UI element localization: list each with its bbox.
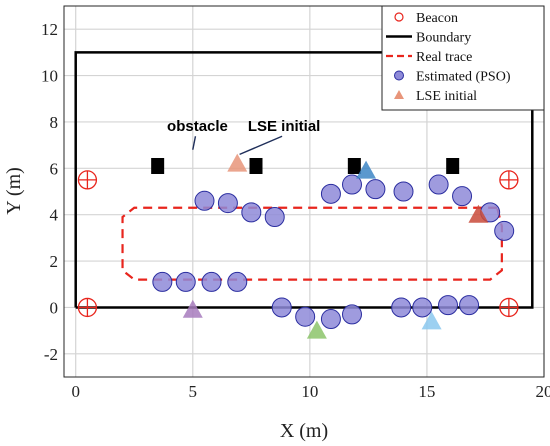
lse-initial-layer: [182, 153, 489, 339]
lse-initial-marker: [182, 299, 203, 318]
estimated-point: [342, 174, 362, 195]
x-axis-label: X (m): [280, 420, 328, 442]
estimated-point: [365, 179, 386, 200]
y-tick-label: 10: [41, 67, 58, 86]
estimated-point: [391, 297, 412, 318]
y-tick-label: 4: [50, 206, 59, 225]
legend-label: LSE initial: [416, 89, 477, 104]
lse-initial-marker: [227, 153, 248, 172]
y-tick-label: 12: [41, 20, 58, 39]
estimated-point: [264, 207, 285, 228]
estimated-point: [227, 271, 248, 292]
annotation-text: obstacle: [167, 118, 228, 135]
beacon-marker: [499, 170, 519, 190]
obstacle-marker: [446, 157, 460, 174]
legend-estimated-marker: [394, 70, 404, 81]
y-axis-label: Y (m): [3, 167, 25, 215]
y-tick-label: 6: [50, 159, 59, 178]
lse-initial-marker: [356, 160, 377, 179]
estimated-point: [459, 295, 480, 316]
estimated-point: [393, 181, 414, 202]
obstacle-marker: [151, 157, 165, 174]
beacon-marker: [77, 297, 98, 318]
estimated-point: [494, 220, 515, 241]
estimated-point: [320, 309, 341, 330]
estimated-point: [342, 304, 362, 325]
beacon-marker: [77, 170, 98, 190]
real-trace-line: [121, 206, 503, 281]
obstacle-layer: [151, 157, 460, 174]
estimated-point: [217, 193, 238, 214]
y-tick-labels: -2 0 2 4 6 8 10 12: [41, 20, 59, 364]
legend-label: Estimated (PSO): [416, 70, 511, 85]
legend-label: Beacon: [416, 11, 458, 26]
estimated-point: [175, 271, 196, 292]
obstacle-marker: [249, 157, 263, 174]
estimated-point: [152, 271, 173, 292]
lse-initial-marker: [468, 204, 489, 223]
y-tick-label: -2: [44, 345, 58, 364]
estimated-point: [438, 295, 458, 316]
lse-initial-marker: [421, 311, 442, 330]
real-trace-layer: [121, 206, 503, 281]
legend-beacon-marker: [394, 12, 404, 22]
legend: Beacon Boundary Real trace Estimated (PSO) L…: [381, 5, 545, 111]
beacon-layer: [77, 170, 519, 318]
x-tick-label: 5: [189, 382, 198, 401]
estimated-point: [241, 202, 262, 223]
plot-frame: [63, 5, 545, 378]
grid: [64, 6, 545, 377]
estimated-point: [428, 174, 449, 195]
x-tick-labels: 0 5 10 15 20: [71, 382, 550, 401]
annotation-layer: obstacle LSE initial: [167, 118, 321, 156]
y-tick-label: 0: [50, 298, 59, 317]
annotation-pointer: [239, 135, 283, 156]
estimated-point: [412, 297, 433, 318]
legend-label: Boundary: [416, 31, 471, 46]
legend-lse-marker: [394, 90, 404, 99]
x-tick-label: 10: [301, 382, 318, 401]
lse-initial-marker: [306, 320, 327, 339]
legend-label: Real trace: [416, 50, 472, 65]
x-tick-label: 0: [71, 382, 80, 401]
y-tick-label: 8: [50, 113, 59, 132]
beacon-marker: [499, 297, 519, 318]
estimated-point: [320, 183, 341, 204]
obstacle-marker: [347, 157, 361, 174]
annotation-text: LSE initial: [248, 118, 321, 135]
estimated-point: [201, 271, 222, 292]
legend-box: [381, 5, 545, 111]
x-tick-label: 15: [418, 382, 435, 401]
estimated-point: [295, 306, 316, 327]
y-tick-label: 2: [50, 252, 59, 271]
estimated-point: [194, 190, 215, 211]
estimated-layer: [152, 174, 515, 330]
x-tick-label: 20: [536, 382, 550, 401]
estimated-point: [452, 186, 473, 207]
estimated-point: [271, 297, 292, 318]
annotation-pointer: [192, 136, 197, 150]
